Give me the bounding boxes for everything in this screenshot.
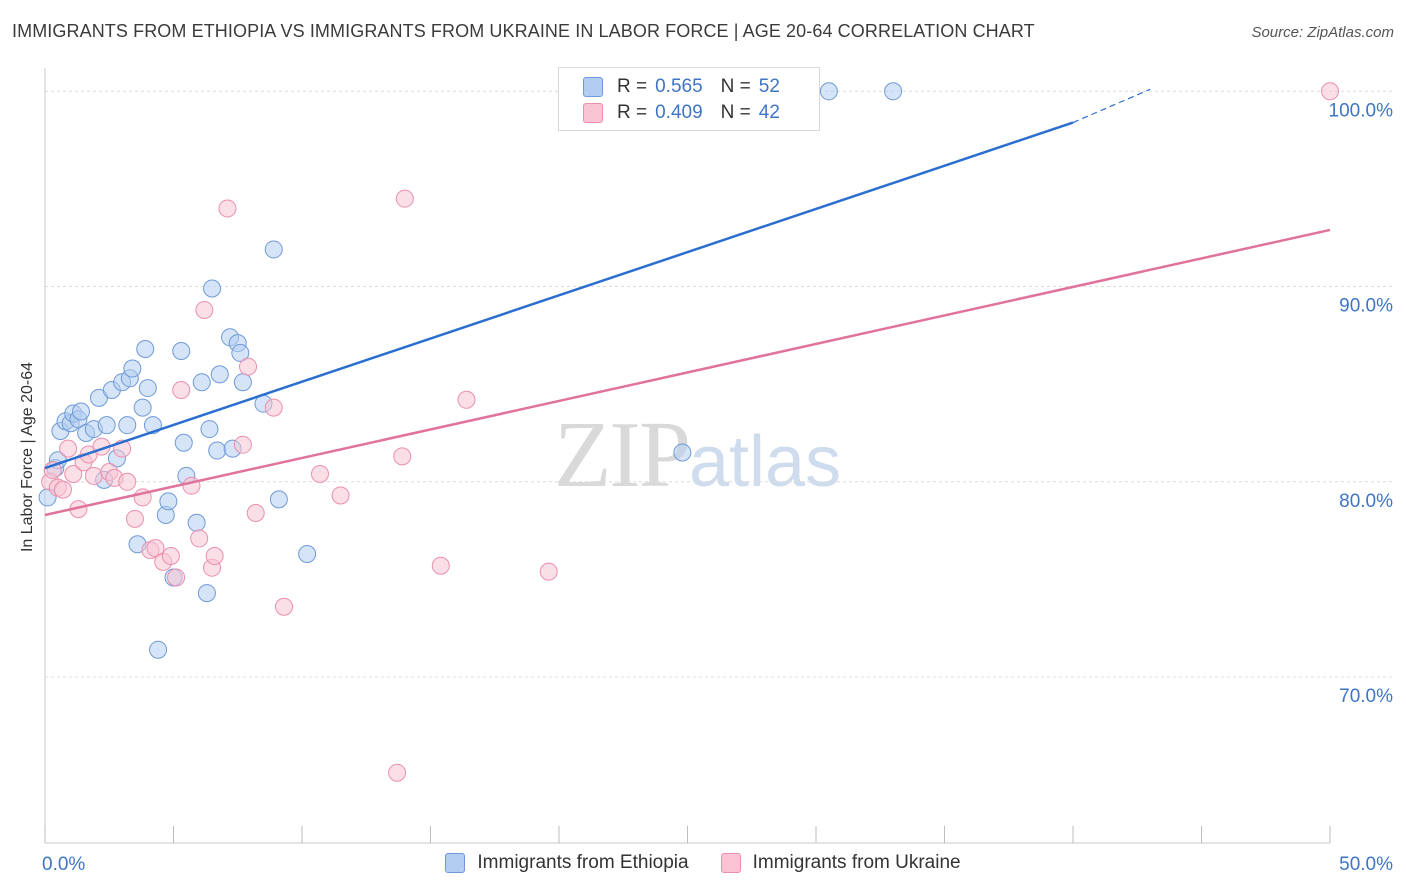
ethiopia-point: [97, 416, 116, 435]
chart-title: IMMIGRANTS FROM ETHIOPIA VS IMMIGRANTS F…: [12, 21, 1035, 41]
ukraine-point: [161, 546, 180, 565]
ethiopia-point: [136, 340, 155, 359]
y-tick-label: 80.0%: [1339, 491, 1393, 512]
watermark: ZIPatlas: [554, 400, 841, 509]
ukraine-point: [233, 435, 252, 454]
ukraine-point: [218, 199, 237, 218]
legend-row-ukraine: R = 0.409 N = 42: [583, 101, 780, 125]
ethiopia-point: [298, 545, 317, 564]
ukraine-point: [275, 597, 294, 616]
legend-n-value-ukraine: 42: [758, 102, 780, 123]
legend-swatch-ethiopia: [583, 77, 603, 97]
ukraine-point: [167, 568, 186, 587]
ethiopia-point: [159, 492, 178, 511]
y-tick-label: 70.0%: [1339, 686, 1393, 707]
ethiopia-point: [210, 365, 229, 384]
legend-swatch-ukraine: [583, 103, 603, 123]
y-tick-label: 100.0%: [1329, 100, 1394, 121]
ethiopia-point: [138, 379, 157, 398]
ukraine-point: [195, 300, 214, 319]
ukraine-trendline: [44, 228, 1331, 517]
ukraine-point: [395, 189, 414, 208]
source-credit: Source: ZipAtlas.com: [1251, 24, 1394, 41]
series-label-ethiopia: Immigrants from Ethiopia: [477, 852, 689, 873]
ethiopia-point: [203, 279, 222, 298]
ukraine-point: [457, 390, 476, 409]
ukraine-point: [1321, 82, 1339, 101]
correlation-legend: R = 0.565 N = 52 R = 0.409 N = 42: [558, 67, 820, 131]
ukraine-point: [539, 562, 558, 581]
ukraine-point: [172, 381, 191, 400]
legend-row-ethiopia: R = 0.565 N = 52: [583, 75, 780, 99]
ukraine-point: [146, 539, 165, 558]
series-swatch-ethiopia: [445, 853, 466, 873]
legend-r-label: R =: [617, 76, 648, 97]
ethiopia-point: [197, 584, 216, 603]
ukraine-point: [190, 529, 209, 548]
ukraine-point: [59, 439, 78, 458]
series-legend: Immigrants from Ethiopia Immigrants from…: [0, 852, 1406, 874]
series-legend-ethiopia[interactable]: Immigrants from Ethiopia: [445, 852, 689, 874]
legend-n-label: N =: [720, 76, 751, 97]
ethiopia-point: [208, 441, 227, 460]
ethiopia-trendline-extension: [1072, 88, 1151, 124]
ethiopia-point: [187, 513, 206, 532]
ethiopia-point: [133, 398, 152, 417]
ethiopia-point: [884, 82, 903, 101]
ukraine-point: [239, 357, 258, 376]
ethiopia-point: [269, 490, 288, 509]
ethiopia-point: [71, 402, 90, 421]
ethiopia-point: [123, 359, 142, 378]
y-tick-label: 90.0%: [1339, 296, 1393, 317]
x-tick-label: 0.0%: [42, 854, 85, 875]
series-swatch-ukraine: [720, 853, 741, 873]
ukraine-point: [393, 447, 412, 466]
ethiopia-point: [264, 240, 283, 259]
legend-r-value-ukraine: 0.409: [655, 102, 703, 123]
ukraine-point: [331, 486, 350, 505]
ukraine-point: [431, 556, 450, 575]
ethiopia-point: [233, 373, 252, 392]
ethiopia-point: [231, 343, 250, 362]
ukraine-point: [64, 464, 83, 483]
watermark-zip: ZIP: [554, 403, 691, 507]
ethiopia-point: [149, 640, 168, 659]
legend-n-value-ethiopia: 52: [758, 76, 780, 97]
ukraine-point: [53, 480, 72, 499]
legend-r-label: R =: [617, 102, 648, 123]
ukraine-point: [264, 398, 283, 417]
x-tick-label: 50.0%: [1339, 854, 1393, 875]
ukraine-point: [182, 476, 201, 495]
legend-r-value-ethiopia: 0.565: [655, 76, 703, 97]
ethiopia-point: [819, 82, 838, 101]
ethiopia-point: [192, 373, 211, 392]
watermark-atlas: atlas: [689, 422, 842, 502]
ukraine-point: [388, 763, 407, 782]
ukraine-point: [125, 509, 144, 528]
legend-n-label: N =: [720, 102, 751, 123]
ukraine-point: [84, 466, 103, 485]
series-legend-ukraine[interactable]: Immigrants from Ukraine: [720, 852, 961, 874]
ethiopia-point: [200, 420, 219, 439]
ethiopia-point: [172, 341, 191, 360]
ethiopia-point: [118, 416, 137, 435]
series-label-ukraine: Immigrants from Ukraine: [752, 852, 961, 873]
ukraine-point: [246, 504, 265, 523]
y-axis-label: In Labor Force | Age 20-64: [19, 361, 36, 553]
ethiopia-point: [174, 433, 193, 452]
ukraine-point: [310, 464, 329, 483]
ethiopia-trendline: [44, 121, 1074, 470]
ethiopia-point: [673, 443, 692, 462]
ukraine-point: [118, 472, 137, 491]
ukraine-point: [205, 546, 224, 565]
